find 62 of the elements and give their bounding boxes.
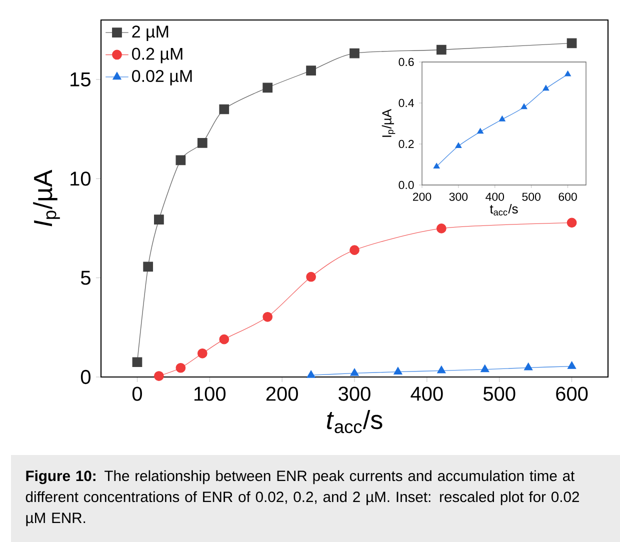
y-tick-label: 0.4 <box>398 98 414 108</box>
x-tick-label: 300 <box>338 386 370 401</box>
legend-label: 2 µM <box>132 26 168 41</box>
x-tick-label: 600 <box>556 386 588 401</box>
y-axis-title: I$_{p}$/µA <box>33 170 60 226</box>
point <box>455 142 462 148</box>
point <box>350 245 360 255</box>
point <box>436 224 446 234</box>
point <box>566 218 577 228</box>
x-tick-label: 300 <box>449 192 468 201</box>
point <box>477 128 484 134</box>
point <box>524 362 533 370</box>
y-tick-label: 0.6 <box>398 58 414 66</box>
point <box>197 138 208 148</box>
x-tick-label: 500 <box>522 192 540 201</box>
x-tick-label: 0 <box>132 386 142 401</box>
point <box>306 272 316 282</box>
point <box>433 162 440 169</box>
point <box>567 361 576 369</box>
x-axis-title: t$_{acc}$/s <box>327 410 382 434</box>
y-tick-label: 15 <box>70 72 90 86</box>
y-tick-label: 5 <box>80 270 90 285</box>
point <box>437 366 446 374</box>
point <box>566 38 577 48</box>
point <box>219 334 230 344</box>
x-axis-title: t$_{acc}$/s <box>490 204 518 216</box>
y-tick-label: 0 <box>80 370 90 384</box>
point <box>143 262 154 272</box>
x-tick-label: 200 <box>266 386 298 401</box>
point <box>480 364 490 372</box>
x-tick-label: 500 <box>483 386 516 401</box>
y-tick-label: 0.2 <box>398 140 414 148</box>
legend-label: 0.2 µM <box>132 48 182 64</box>
point <box>176 155 186 166</box>
y-axis-title: I$_{p}$/µA <box>382 108 396 137</box>
x-tick-label: 200 <box>413 192 432 201</box>
point <box>219 104 230 114</box>
legend-label: 0.02 µM <box>132 70 192 86</box>
y-tick-label: 0.0 <box>398 180 414 190</box>
x-tick-label: 400 <box>410 386 443 401</box>
point <box>176 362 186 373</box>
point <box>154 214 164 224</box>
y-tick-label: 10 <box>70 172 90 186</box>
point <box>262 312 273 322</box>
point <box>394 366 402 374</box>
point <box>564 70 571 76</box>
point <box>436 44 446 55</box>
point <box>306 370 316 378</box>
point <box>350 368 359 376</box>
point <box>262 82 273 93</box>
x-tick-label: 100 <box>194 386 226 401</box>
x-tick-label: 400 <box>486 192 504 201</box>
point <box>306 66 316 76</box>
point <box>498 116 506 122</box>
point <box>350 48 360 58</box>
point <box>520 103 528 110</box>
point <box>154 371 164 381</box>
point <box>132 357 142 368</box>
point <box>542 85 550 91</box>
x-tick-label: 600 <box>558 192 577 201</box>
point <box>197 348 208 358</box>
text: Figure 10: The relationship between ENR peak currents and accumulation time at different concentrations of ENR of 0.02, 0.2, and 2 µM. Inset: rescaled plot for 0.02 µM ENR. <box>26 470 579 526</box>
